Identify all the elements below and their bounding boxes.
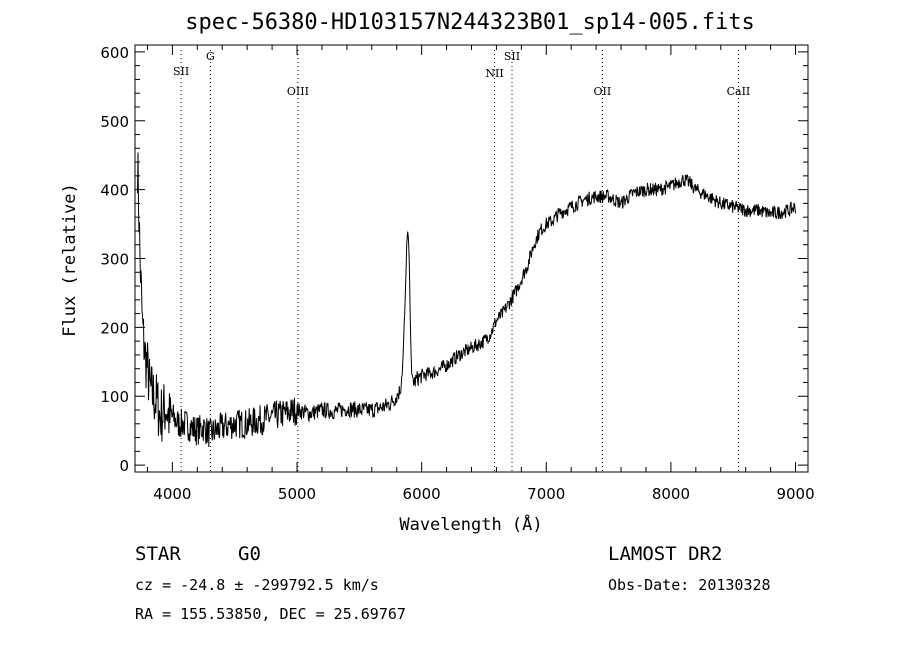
line-marker-label: OII [594,85,612,98]
redshift-info: cz = -24.8 ± -299792.5 km/s [135,576,379,594]
line-marker-label: G [206,50,215,63]
y-tick-label: 0 [119,457,129,475]
x-tick-label: 9000 [776,485,814,503]
line-marker-label: SII [173,65,189,78]
y-tick-label: 100 [100,388,129,406]
y-tick-label: 600 [100,44,129,62]
observation-date: Obs-Date: 20130328 [608,576,771,594]
plot-frame [134,44,809,473]
line-marker-label: SII [504,50,520,63]
x-tick-label: 6000 [403,485,441,503]
line-marker-label: CaII [727,85,751,98]
chart-title: spec-56380-HD103157N244323B01_sp14-005.f… [185,10,755,35]
line-marker-label: OIII [287,85,309,98]
x-tick-label: 4000 [153,485,191,503]
object-class: STAR [135,543,181,565]
y-tick-label: 300 [100,251,129,269]
axis-ticks: 4000 5000 6000 7000 8000 9000 0 100 200 300 400 500… [100,44,814,503]
y-axis-label: Flux (relative) [60,183,80,337]
y-tick-label: 400 [100,182,129,200]
survey-name: LAMOST DR2 [608,543,723,565]
object-subclass: G0 [238,543,261,565]
x-tick-label: 5000 [278,485,316,503]
x-axis-label: Wavelength (Å) [399,513,542,535]
y-tick-label: 500 [100,113,129,131]
line-marker-label: NII [485,67,503,80]
x-tick-label: 7000 [527,485,565,503]
coordinates: RA = 155.53850, DEC = 25.69767 [135,605,406,623]
x-tick-label: 8000 [652,485,690,503]
y-tick-label: 200 [100,319,129,337]
spectrum-line [137,152,796,448]
